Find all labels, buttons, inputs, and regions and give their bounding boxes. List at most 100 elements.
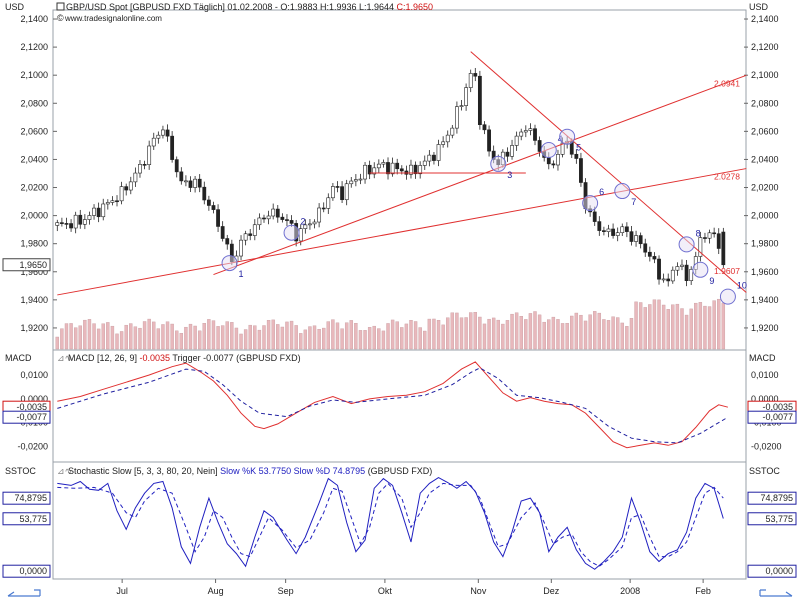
scroll-left-arrow[interactable] [7,589,41,597]
price-panel-icon[interactable] [56,2,65,11]
stoch-tag-label-left: 0,0000 [19,566,47,576]
volume-bar [69,323,73,350]
stoch-tag-box-right [747,564,797,578]
volume-bar [620,322,624,350]
stoch-panel-frame [52,461,747,580]
volume-bar [335,322,340,350]
candle-body [432,154,436,161]
candle-body [620,226,625,233]
volume-bar [101,323,105,350]
price-ylabel-left: 1,9600 [20,267,48,277]
volume-bar [712,300,716,350]
volume-bar [597,312,602,350]
candle-body [262,217,266,220]
volume-bar [119,331,124,350]
volume-bar [615,317,620,350]
scroll-right-arrow[interactable] [759,589,793,597]
volume-bar [703,305,707,350]
volume-bar [400,327,404,350]
stoch-title-name: Stochastic Slow [5, 3, 3, 80, 20, Nein] [68,466,220,476]
volume-bar [464,317,468,350]
price-ylabel-right: 2,1400 [751,14,779,24]
candle-body [248,233,253,236]
candle-body [105,202,110,205]
volume-bar [303,329,308,350]
candle-body [280,216,285,220]
stoch-tag-label-right: 0,0000 [765,566,793,576]
price-ylabel-left: 1,9200 [20,323,48,333]
candle-body [611,228,615,236]
volume-bar [152,321,156,350]
volume-bar [220,325,225,350]
volume-bar [643,307,647,350]
price-title: GBP/USD Spot [GBPUSD FXD Täglich] 01.02.… [66,2,433,12]
volume-bar [280,326,285,350]
candle-body [533,128,537,141]
macd-title: MACD [12, 26, 9] -0.0035 Trigger -0.0077… [68,353,301,363]
volume-bar [446,317,450,350]
volume-bar [276,324,280,350]
macd-ylabel-right: 0,0000 [751,394,779,404]
candle-body [216,209,220,227]
volume-bar [138,327,142,350]
candle-body [684,264,689,281]
stoch-icon[interactable]: ⊿∿ [57,466,72,476]
volume-bar [698,302,703,350]
stoch-tag-box-left [2,512,51,526]
volume-bar [230,322,234,350]
candle-body [340,186,344,201]
trigger-series-line [57,367,729,444]
macd-ylabel-right: -0,0200 [751,442,782,452]
macd-tag-box-right [747,410,797,424]
candle-body [335,186,340,188]
price-ylabel-right: 2,1000 [751,70,779,80]
macd-ylabel-left: 0,0000 [20,394,48,404]
volume-bar [441,324,445,350]
volume-bar [505,320,510,350]
volume-bar [184,326,188,350]
volume-bar [560,323,565,350]
candle-body [422,160,427,166]
candle-body [514,135,519,146]
candle-body [110,200,115,203]
wave-marker-label: 3 [507,170,512,180]
x-axis-label: Sep [278,586,294,596]
macd-icon[interactable]: ⊿∿ [57,353,72,363]
macd-tag-label-right: -0,0035 [762,402,793,412]
volume-bar [423,330,427,350]
candle-body [703,237,707,239]
macd-ylabel-left: 0,0100 [20,370,48,380]
stoch-tag-label-left: 53,775 [19,514,47,524]
volume-bar [694,302,698,350]
stochastic-lines [57,477,724,570]
volume-bar [344,322,349,350]
volume-bar [684,314,689,350]
candle-body [689,269,694,281]
x-axis-label: Okt [378,586,393,596]
volume-bar [478,316,482,350]
candle-body [395,162,400,170]
volume-bar [133,326,138,350]
stoch-label-right: SSTOC [749,466,780,476]
wave-marker-label: 7 [631,197,636,207]
candle-body [510,145,514,157]
candle-body [64,223,69,225]
volume-bar [55,336,59,350]
wave-marker-circle [540,142,557,159]
volume-bar [317,329,321,350]
candle-body [381,162,386,165]
price-tag-label: 1,9650 [19,260,47,270]
slow-k-line [57,477,724,570]
candle-body [55,222,60,226]
wave-marker-label: 2 [301,217,306,227]
volume-bar [574,312,579,350]
candle-body [96,207,101,218]
candle-body [326,197,331,209]
candle-body [179,171,184,182]
candle-body [197,178,202,188]
candle-body [386,162,390,175]
candle-body [124,186,129,191]
wave-marker-label: 5 [576,143,581,153]
x-axis-label: Nov [470,586,487,596]
